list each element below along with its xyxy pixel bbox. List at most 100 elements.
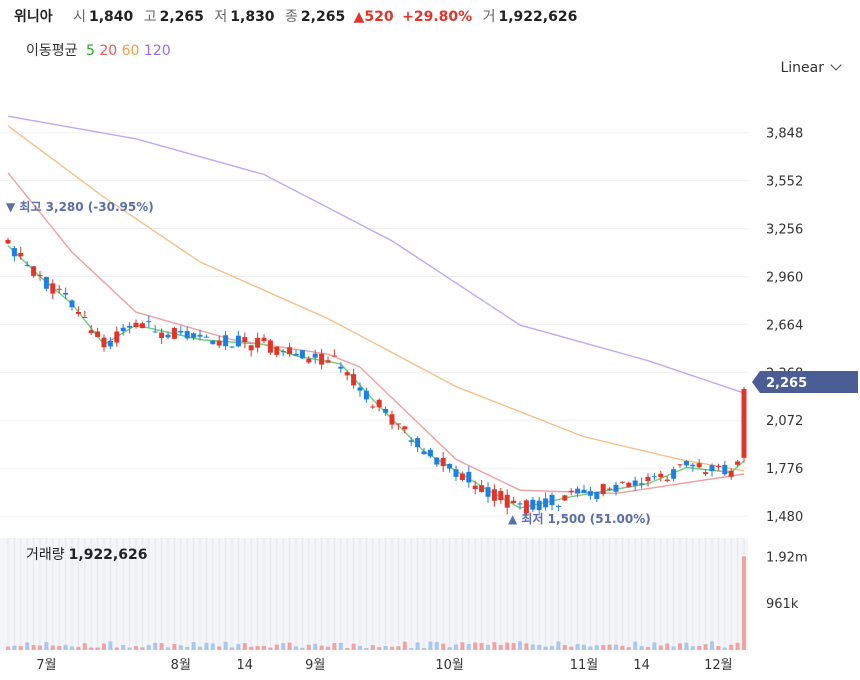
volume-bar <box>114 647 119 650</box>
ma-legend: 이동평균 5 20 60 120 <box>26 40 171 60</box>
candle-body <box>261 337 267 342</box>
candle-body <box>95 331 101 337</box>
candle-body <box>383 408 389 413</box>
ma-60-line <box>7 125 745 472</box>
ma-legend-title: 이동평균 <box>26 43 78 59</box>
candle-body <box>107 341 113 347</box>
candle-body <box>133 322 139 327</box>
candle-body <box>184 330 190 339</box>
volume-bar <box>338 642 343 650</box>
volume-bar <box>562 644 567 650</box>
volume-label: 거 <box>482 9 496 25</box>
volume-bar <box>722 647 727 650</box>
candle-body <box>703 472 709 475</box>
candle-body <box>197 334 203 337</box>
candle-body <box>651 476 657 478</box>
volume-bar <box>313 643 318 650</box>
volume-bar <box>140 647 145 650</box>
candle-body <box>229 346 235 348</box>
volume-bar <box>671 646 676 650</box>
volume-bar <box>172 643 177 650</box>
candle-body <box>479 485 485 492</box>
candle-body <box>312 353 318 358</box>
volume-bar <box>543 646 548 650</box>
volume-bar <box>370 645 375 650</box>
x-tick-label: 8월 <box>171 658 191 673</box>
candle-body <box>434 457 440 465</box>
low-value: 1,830 <box>230 9 275 25</box>
y-tick-label: 3,848 <box>766 127 803 142</box>
volume-bar <box>358 645 362 650</box>
candle-body <box>114 331 120 343</box>
candle-body <box>178 330 184 333</box>
volume-bar <box>178 645 183 650</box>
candle-body <box>735 461 741 465</box>
volume-bar <box>326 646 330 650</box>
candle-body <box>63 292 69 295</box>
volume-bar <box>486 644 490 650</box>
candle-body <box>645 476 651 481</box>
volume-bar <box>390 646 394 650</box>
volume-bar <box>396 646 401 650</box>
volume-bar <box>607 644 612 650</box>
candle-body <box>331 355 337 357</box>
volume-bar <box>377 647 382 650</box>
volume-bar <box>633 641 638 650</box>
volume-bar <box>127 647 132 650</box>
ma-5-label: 5 <box>85 43 95 59</box>
volume-bar <box>537 644 542 650</box>
volume-bar <box>12 645 17 650</box>
candle-body <box>741 389 747 458</box>
volume-bar <box>569 646 574 650</box>
volume-bar <box>697 646 702 650</box>
stock-name: 위니아 <box>14 9 53 25</box>
volume-bar <box>185 646 190 650</box>
change-value: ▲520 <box>353 9 394 25</box>
candle-body <box>466 471 472 483</box>
candle-body <box>607 488 613 490</box>
volume-bar <box>287 642 292 650</box>
candle-body <box>690 464 696 467</box>
candle-body <box>594 491 600 499</box>
volume-bar <box>57 645 62 650</box>
volume-bar <box>255 645 260 650</box>
candle-body <box>56 288 62 290</box>
volume-bar <box>447 647 452 650</box>
candle-body <box>18 253 24 257</box>
candle-body <box>24 264 30 266</box>
quote-header: 위니아 시 1,840 고 2,265 저 1,830 종 2,265 ▲520 +29… <box>14 6 577 26</box>
volume-bar <box>614 644 618 650</box>
open-label: 시 <box>73 9 86 25</box>
volume-bar <box>639 646 644 650</box>
candle-body <box>658 473 664 478</box>
volume-bar <box>166 647 170 650</box>
candle-body <box>338 366 344 369</box>
volume-bar <box>594 645 599 650</box>
ma-20-line <box>7 172 745 495</box>
ma-120-label: 120 <box>143 43 171 59</box>
last-price-label: 2,265 <box>766 376 807 391</box>
volume-bar <box>454 644 458 650</box>
candle-body <box>69 300 75 308</box>
ma-60-label: 60 <box>121 43 140 59</box>
candle-body <box>600 484 606 495</box>
volume-bar <box>268 647 273 650</box>
candle-body <box>37 275 43 277</box>
candle-body <box>683 461 689 466</box>
low-label: 저 <box>214 9 228 25</box>
y-tick-label: 3,552 <box>766 175 803 190</box>
candle-body <box>287 347 293 355</box>
ma-120-line <box>7 115 745 394</box>
candle-body <box>408 440 414 442</box>
candle-body <box>325 360 331 363</box>
volume-bar <box>351 643 356 650</box>
candle-body <box>280 351 286 353</box>
volume-bar <box>242 642 247 650</box>
candle-body <box>677 464 683 466</box>
candle-body <box>127 325 133 328</box>
candle-body <box>210 340 216 345</box>
scale-dropdown[interactable]: Linear <box>780 59 842 76</box>
volume-bar <box>716 646 721 650</box>
candle-body <box>216 340 222 346</box>
